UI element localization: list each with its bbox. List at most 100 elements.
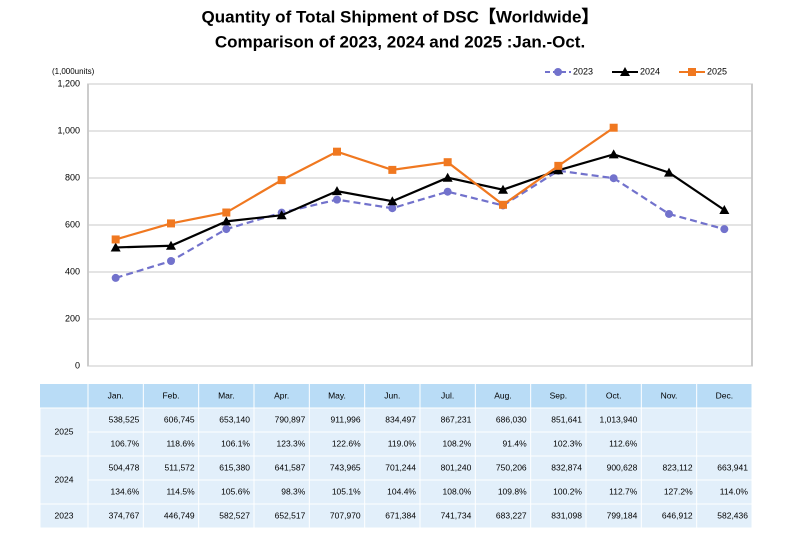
y-tick-label: 200 <box>65 313 80 323</box>
marker <box>276 210 287 220</box>
y-tick-label: 800 <box>65 172 80 182</box>
table-header: Jan. <box>108 390 124 400</box>
table-value: 743,965 <box>330 462 361 472</box>
table-header: Sep. <box>550 390 568 400</box>
table-value: 799,184 <box>607 510 638 520</box>
table-value: 646,912 <box>662 510 693 520</box>
table-growth: 108.0% <box>442 486 471 496</box>
table-value: 834,497 <box>385 414 416 424</box>
marker <box>688 68 696 76</box>
marker <box>167 257 175 266</box>
marker <box>499 200 507 209</box>
table-value: 511,572 <box>165 462 195 472</box>
marker <box>221 216 232 226</box>
marker <box>665 209 673 218</box>
marker <box>554 161 563 170</box>
y-tick-label: 0 <box>75 360 80 370</box>
table-value: 911,996 <box>331 414 361 424</box>
legend-label: 2023 <box>573 66 593 76</box>
legend-label: 2024 <box>640 66 660 76</box>
table-header: Apr. <box>274 390 289 400</box>
table-value: 851,641 <box>551 414 582 424</box>
table-value: 867,231 <box>441 414 472 424</box>
table-value: 707,970 <box>330 510 361 520</box>
table-value: 831,098 <box>551 510 582 520</box>
y-tick-label: 1,000 <box>57 125 80 135</box>
table-growth: 105.1% <box>332 486 361 496</box>
marker <box>167 219 175 228</box>
y-tick-label: 1,200 <box>57 78 80 88</box>
marker <box>388 165 397 174</box>
table-row-bg <box>39 503 753 529</box>
marker <box>222 208 231 217</box>
table-value: 686,030 <box>496 414 527 424</box>
table-header: May. <box>328 390 346 400</box>
marker <box>609 174 618 183</box>
table-header: Jun. <box>384 390 400 400</box>
table-row-label: 2025 <box>55 426 74 436</box>
table-value: 653,140 <box>219 414 250 424</box>
table-growth: 114.5% <box>166 486 195 496</box>
table-growth: 91.4% <box>503 438 528 448</box>
table-growth: 100.2% <box>553 486 582 496</box>
table-header: Nov. <box>661 390 678 400</box>
table-value: 750,206 <box>496 462 527 472</box>
marker <box>664 167 674 177</box>
table-header: Jul. <box>441 390 454 400</box>
table-header: Aug. <box>494 390 512 400</box>
table-growth: 98.3% <box>281 486 306 496</box>
series-line <box>115 126 615 241</box>
table-value: 823,112 <box>663 462 693 472</box>
series-line <box>115 153 725 249</box>
marker <box>111 235 120 244</box>
table-row-label: 2023 <box>55 510 74 520</box>
marker <box>111 273 120 282</box>
marker <box>442 172 453 182</box>
marker <box>720 225 729 234</box>
marker <box>608 149 619 159</box>
table-header: Oct. <box>606 390 622 400</box>
table-header: Mar. <box>218 390 235 400</box>
marker <box>333 147 341 156</box>
table-header: Dec. <box>716 390 733 400</box>
table-header: Feb. <box>162 390 179 400</box>
table-growth: 118.6% <box>166 438 195 448</box>
table-growth: 122.6% <box>332 438 361 448</box>
marker <box>277 176 286 185</box>
marker <box>443 187 452 196</box>
table-value: 582,527 <box>219 510 250 520</box>
table-growth: 134.6% <box>110 486 139 496</box>
marker <box>498 184 508 194</box>
table-value: 832,874 <box>551 462 582 472</box>
table-growth: 105.6% <box>221 486 250 496</box>
table-value: 615,380 <box>219 462 250 472</box>
marker <box>609 123 618 132</box>
table-value: 538,525 <box>109 414 140 424</box>
table-growth: 102.3% <box>553 438 582 448</box>
marker <box>222 225 231 234</box>
table-header-bg <box>40 384 752 408</box>
table-value: 374,767 <box>109 510 140 520</box>
marker <box>387 196 398 206</box>
table-value: 741,734 <box>441 510 472 520</box>
y-tick-label: 400 <box>65 266 80 276</box>
table-value: 790,897 <box>275 414 306 424</box>
table-value: 683,227 <box>496 510 527 520</box>
chart-subtitle: Comparison of 2023, 2024 and 2025 :Jan.-… <box>215 32 585 51</box>
table-growth: 112.7% <box>609 486 638 496</box>
table-growth: 106.7% <box>110 438 139 448</box>
table-value: 671,384 <box>385 510 416 520</box>
table-value: 652,517 <box>275 510 306 520</box>
table-growth: 104.4% <box>387 486 416 496</box>
table-growth: 112.6% <box>609 438 638 448</box>
table-growth: 114.0% <box>720 486 749 496</box>
marker <box>554 68 562 76</box>
table-growth: 127.2% <box>664 486 693 496</box>
marker <box>719 204 730 214</box>
table-value: 504,478 <box>109 462 140 472</box>
marker <box>620 67 630 76</box>
marker <box>443 158 452 167</box>
table-growth: 109.8% <box>498 486 527 496</box>
